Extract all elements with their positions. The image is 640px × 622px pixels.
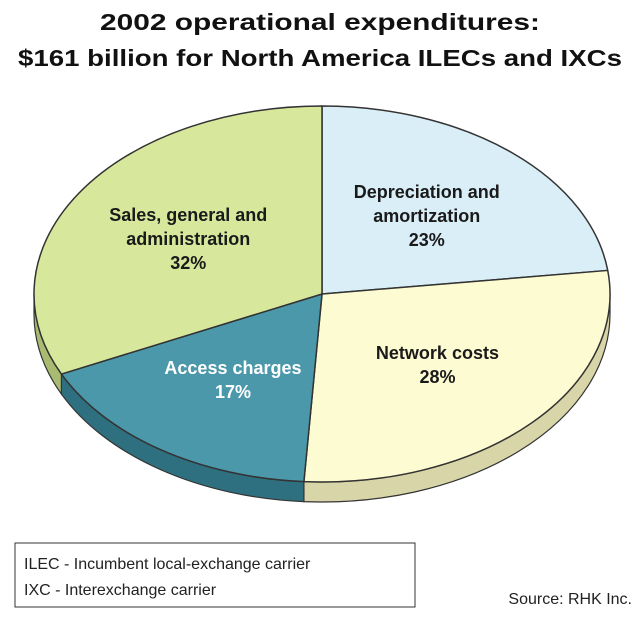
slice [33,105,323,375]
slice-label: Depreciation and amortization 23% [312,180,542,252]
slice-label: Access charges 17% [118,356,348,404]
slice [321,105,609,295]
slice-value: 23% [408,230,445,251]
note: IXC - Interexchange carrier [24,582,217,599]
note: ILEC - Incumbent local-exchange carrier [24,556,311,573]
slice-name: Depreciation and amortization [353,182,500,227]
slice-name: Network costs [375,342,499,363]
slice [303,269,611,483]
source: Source: RHK Inc. [508,591,632,608]
slice-name: Access charges [164,357,302,378]
chart-title: 2002 operational expenditures: [100,9,540,35]
slice-name: Sales, general and administration [109,204,268,249]
slice-value: 32% [170,252,207,273]
chart-subtitle: $161 billion for North America ILECs and… [18,45,622,71]
notes-box [14,542,416,608]
slice [60,293,323,483]
pie [33,105,611,503]
slice-label: Sales, general and administration 32% [73,203,303,275]
slice-label: Network costs 28% [322,341,552,389]
slice-value: 28% [419,366,456,387]
slice-value: 17% [214,381,251,402]
